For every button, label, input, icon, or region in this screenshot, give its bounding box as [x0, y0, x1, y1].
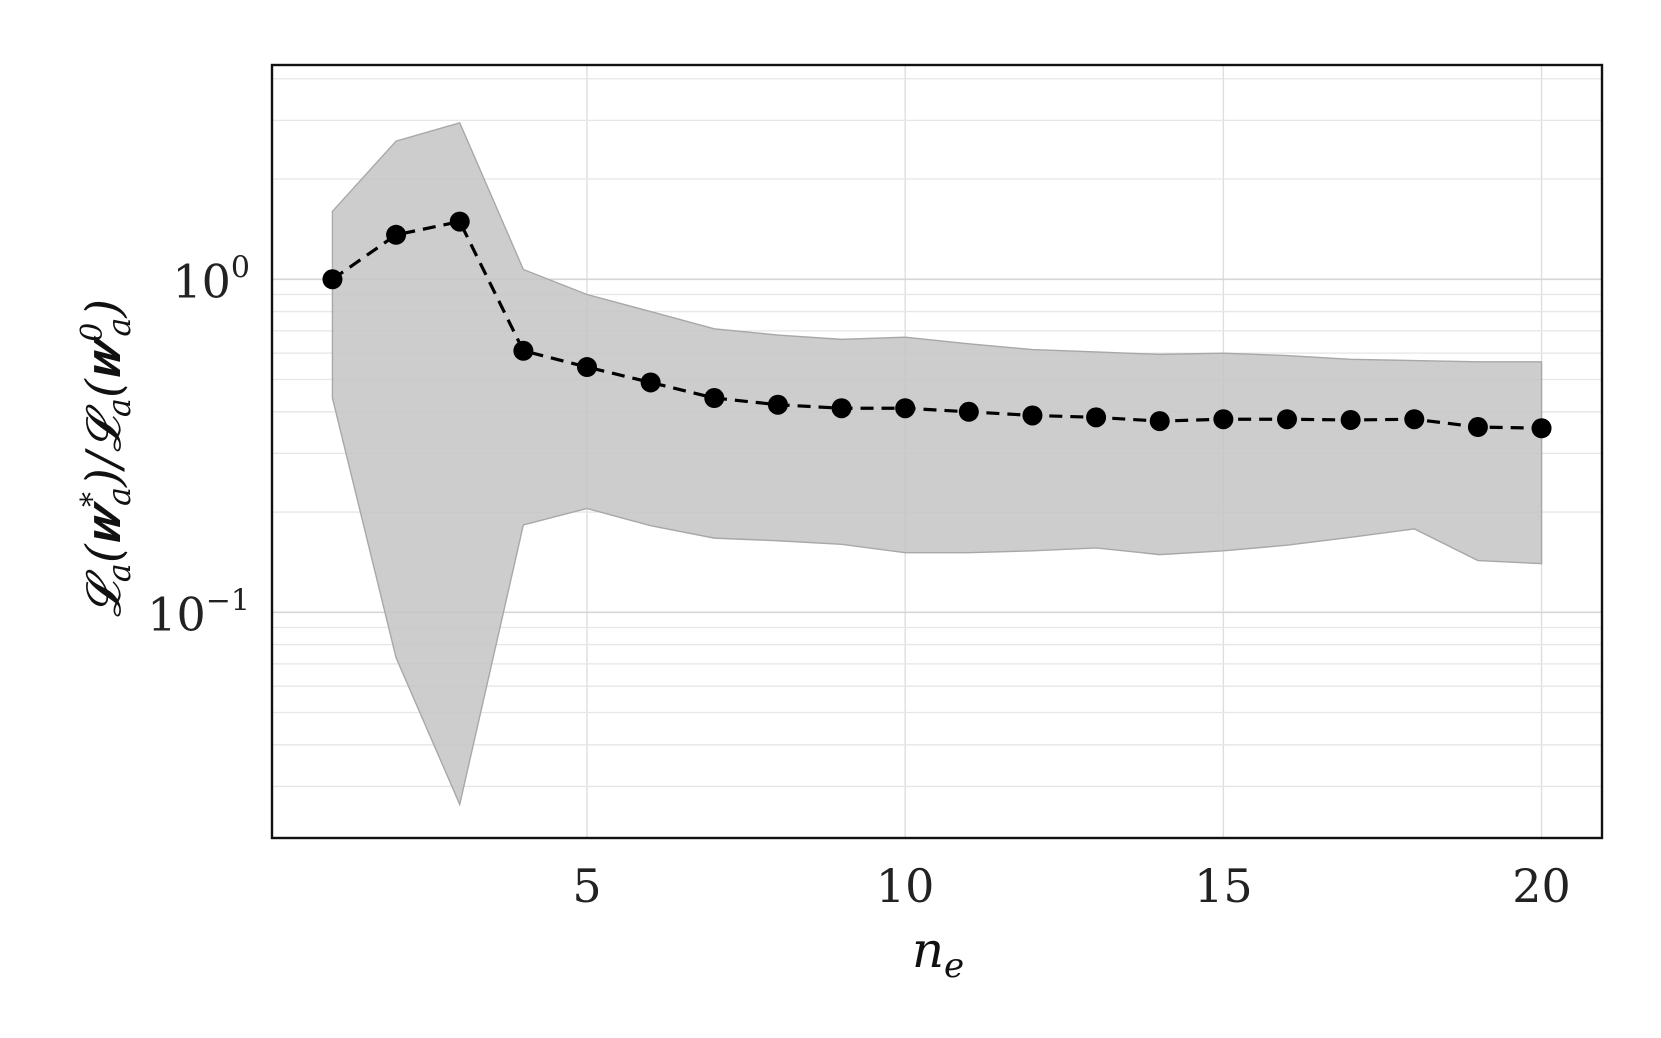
- x-tick-label: 15: [1194, 859, 1253, 913]
- data-point: [1022, 405, 1043, 426]
- data-point: [767, 394, 788, 415]
- data-point: [895, 398, 916, 419]
- data-point: [1531, 418, 1552, 439]
- series-line: [331, 219, 1542, 430]
- data-point: [1277, 409, 1297, 430]
- data-point: [577, 357, 597, 378]
- x-tick-label: 5: [572, 859, 601, 913]
- data-point: [958, 401, 979, 422]
- x-tick-label: 10: [876, 859, 935, 913]
- data-point: [449, 211, 470, 232]
- point-layer: [322, 211, 1552, 439]
- y-tick-label: 10−1: [147, 583, 250, 641]
- data-point: [513, 340, 534, 361]
- data-point: [1149, 411, 1170, 432]
- y-tick-labels: 100 10−1: [147, 250, 250, 641]
- line-layer: [331, 219, 1542, 430]
- data-point: [386, 224, 407, 245]
- band-layer: [331, 121, 1543, 807]
- x-tick-label: 20: [1512, 859, 1571, 913]
- data-point: [831, 398, 852, 419]
- data-point: [640, 372, 661, 393]
- y-axis-label: 𝓛a(𝒘*a)/𝓛a(𝒘0a): [75, 299, 138, 617]
- data-point: [1404, 409, 1425, 430]
- confidence-band: [331, 121, 1543, 807]
- y-tick-label: 100: [172, 250, 250, 308]
- x-axis-label: ne: [912, 921, 964, 986]
- plot-frame: [270, 63, 1604, 840]
- data-point: [1213, 409, 1234, 430]
- data-point: [1467, 417, 1488, 438]
- data-point: [1086, 407, 1107, 428]
- data-point: [704, 388, 725, 409]
- data-point: [1340, 409, 1361, 430]
- data-point: [322, 269, 343, 290]
- x-tick-labels: 5 10 15 20: [572, 859, 1570, 913]
